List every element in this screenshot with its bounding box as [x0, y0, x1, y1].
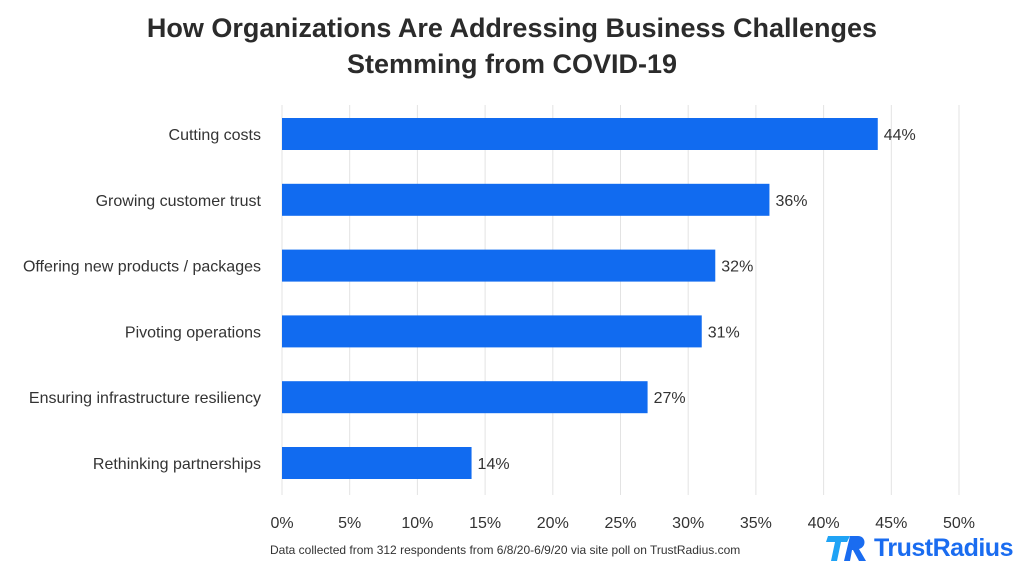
data-label: 27%: [654, 390, 686, 407]
category-label: Rethinking partnerships: [93, 456, 261, 473]
bar: [282, 249, 716, 282]
x-tick-label: 15%: [469, 515, 501, 532]
logo-text: TrustRadius: [874, 533, 1013, 562]
category-label: Ensuring infrastructure resiliency: [29, 390, 261, 407]
title-line: How Organizations Are Addressing Busines…: [146, 13, 878, 43]
bar: [282, 183, 770, 216]
data-label: 31%: [708, 324, 740, 341]
bar: [282, 447, 472, 479]
x-tick-label: 10%: [401, 515, 433, 532]
x-tick-label: 35%: [740, 515, 772, 532]
x-tick-label: 45%: [875, 515, 907, 532]
bar: [282, 118, 878, 150]
category-label: Growing customer trust: [96, 193, 262, 210]
x-tick-label: 20%: [537, 515, 569, 532]
x-tick-label: 5%: [338, 515, 361, 532]
data-label: 36%: [775, 193, 807, 210]
title-line: Stemming from COVID-19: [346, 49, 678, 79]
trustradius-logo: TrustRadius: [826, 533, 1013, 563]
x-tick-label: 30%: [672, 515, 704, 532]
x-tick-label: 25%: [604, 515, 636, 532]
category-label: Pivoting operations: [125, 324, 261, 341]
logo-icon: [826, 536, 866, 561]
bar: [282, 315, 702, 348]
data-label: 32%: [721, 259, 753, 276]
category-label: Cutting costs: [169, 127, 261, 144]
data-label: 14%: [478, 456, 510, 473]
x-tick-label: 0%: [270, 515, 293, 532]
x-tick-label: 40%: [808, 515, 840, 532]
category-label: Offering new products / packages: [23, 259, 261, 276]
chart-title: How Organizations Are Addressing Busines…: [0, 10, 1024, 82]
x-tick-label: 50%: [943, 515, 975, 532]
bar: [282, 381, 648, 414]
footnote: Data collected from 312 respondents from…: [270, 543, 741, 557]
data-label: 44%: [884, 127, 916, 144]
